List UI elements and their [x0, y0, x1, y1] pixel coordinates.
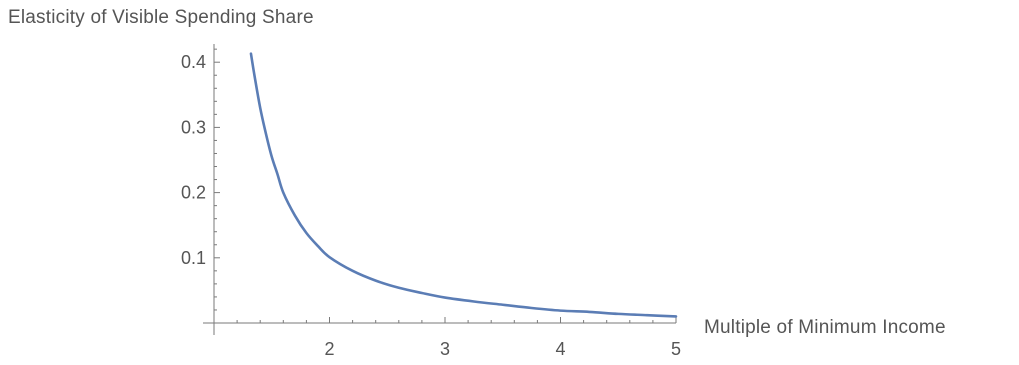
y-tick-label: 0.1	[181, 248, 206, 268]
x-tick-label: 4	[555, 339, 565, 359]
x-tick-label: 5	[671, 339, 681, 359]
x-tick-label: 3	[440, 339, 450, 359]
ticks: 2 3 4 5 0.1 0.2 0.3 0.4	[181, 48, 681, 359]
x-tick-label: 2	[324, 339, 334, 359]
y-tick-label: 0.3	[181, 117, 206, 137]
y-axis-label: Elasticity of Visible Spending Share	[8, 7, 314, 28]
series-layer	[249, 52, 678, 318]
x-axis-label: Multiple of Minimum Income	[704, 317, 946, 338]
y-tick-label: 0.4	[181, 52, 206, 72]
series-line	[249, 52, 678, 318]
y-tick-label: 0.2	[181, 183, 206, 203]
axes	[203, 44, 676, 335]
